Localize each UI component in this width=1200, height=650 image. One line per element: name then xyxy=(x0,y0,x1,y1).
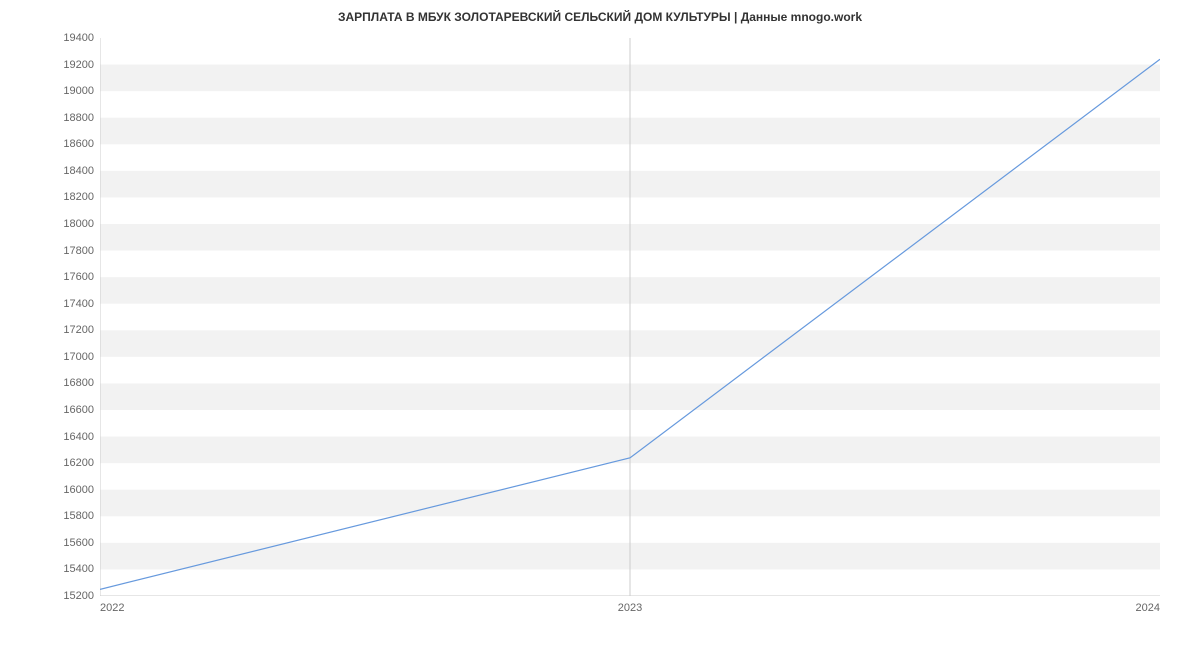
y-tick-label: 15400 xyxy=(4,563,94,575)
x-tick-label: 2024 xyxy=(1136,602,1160,614)
y-tick-label: 16600 xyxy=(4,404,94,416)
chart-plot-area xyxy=(100,38,1160,596)
y-tick-label: 16800 xyxy=(4,377,94,389)
y-tick-label: 18400 xyxy=(4,165,94,177)
y-tick-label: 16400 xyxy=(4,431,94,443)
x-tick-label: 2023 xyxy=(618,602,642,614)
chart-title: ЗАРПЛАТА В МБУК ЗОЛОТАРЕВСКИЙ СЕЛЬСКИЙ Д… xyxy=(0,10,1200,24)
x-tick-label: 2022 xyxy=(100,602,124,614)
y-tick-label: 18800 xyxy=(4,112,94,124)
y-tick-label: 17400 xyxy=(4,298,94,310)
chart-svg xyxy=(100,38,1160,596)
y-tick-label: 17000 xyxy=(4,351,94,363)
y-tick-label: 17800 xyxy=(4,245,94,257)
y-tick-label: 17600 xyxy=(4,271,94,283)
y-tick-label: 18600 xyxy=(4,138,94,150)
y-tick-label: 19000 xyxy=(4,85,94,97)
y-tick-label: 17200 xyxy=(4,324,94,336)
y-tick-label: 16200 xyxy=(4,457,94,469)
y-tick-label: 15800 xyxy=(4,510,94,522)
y-tick-label: 16000 xyxy=(4,484,94,496)
y-tick-label: 18200 xyxy=(4,191,94,203)
y-tick-label: 15600 xyxy=(4,537,94,549)
y-tick-label: 18000 xyxy=(4,218,94,230)
y-tick-label: 19400 xyxy=(4,32,94,44)
y-tick-label: 15200 xyxy=(4,590,94,602)
y-tick-label: 19200 xyxy=(4,59,94,71)
